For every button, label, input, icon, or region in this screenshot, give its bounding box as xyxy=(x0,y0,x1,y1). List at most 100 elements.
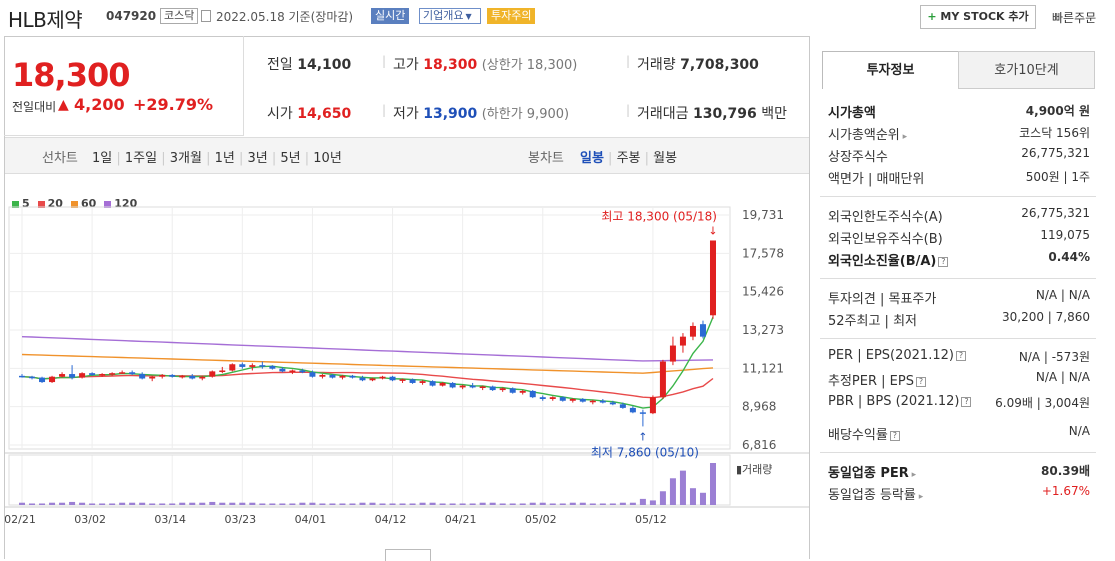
x-tick-label: 05/12 xyxy=(635,513,667,526)
company-overview-dropdown[interactable]: 기업개요 ▼ xyxy=(419,8,481,24)
volume-bar xyxy=(19,502,26,505)
add-mystock-button[interactable]: + MY STOCK 추가 xyxy=(920,5,1036,29)
candle-period-tab[interactable]: 월봉 xyxy=(653,151,678,166)
volume-bar xyxy=(159,503,166,505)
volume-bar xyxy=(599,503,606,505)
candle-body xyxy=(609,402,616,405)
candle-body xyxy=(209,371,216,377)
volume-bar xyxy=(59,502,66,505)
volume-bar xyxy=(399,503,406,505)
candle-body xyxy=(229,364,236,371)
volume-bar xyxy=(279,503,286,505)
y-tick-label: 6,816 xyxy=(742,438,776,452)
candle-body xyxy=(429,381,436,386)
volume-bar xyxy=(609,503,616,505)
candle-period-tab[interactable]: 일봉 xyxy=(580,151,604,166)
volume-bar xyxy=(169,503,176,505)
candle-body xyxy=(549,397,556,399)
high-price: 고가 18,300 (상한가 18,300) xyxy=(393,57,578,73)
volume-bar xyxy=(709,463,716,505)
volume-bar xyxy=(549,503,556,505)
tab-quote-10[interactable]: 호가10단계 xyxy=(958,51,1095,89)
candle-body xyxy=(399,379,406,381)
period-tab[interactable]: 3개월 xyxy=(169,151,202,166)
tab-investment-info[interactable]: 투자정보 xyxy=(822,51,959,89)
volume-bar xyxy=(569,502,576,505)
period-tab[interactable]: 1주일 xyxy=(124,151,158,166)
low-annotation: 최저 7,860 (05/10) xyxy=(591,445,699,459)
chevron-down-icon: ▼ xyxy=(465,12,472,21)
candle-body xyxy=(189,375,196,379)
warning-tag: 투자주의 xyxy=(487,8,536,24)
volume-bar xyxy=(559,503,566,505)
period-tab[interactable]: 5년 xyxy=(280,151,301,166)
volume-bar xyxy=(189,502,196,505)
candle-body xyxy=(49,376,56,383)
candle-period-tab[interactable]: 주봉 xyxy=(616,151,641,166)
up-arrow-icon: ↑ xyxy=(638,430,647,443)
change-label: 전일대비 xyxy=(12,100,57,114)
arrow-icon: ▸ xyxy=(915,492,924,502)
open-price: 시가 14,650 xyxy=(267,106,352,122)
info-row: 외국인한도주식수(A) 26,775,321 xyxy=(828,206,1090,225)
volume-bar xyxy=(389,503,396,505)
volume-bar xyxy=(299,502,306,505)
volume-bar xyxy=(229,502,236,505)
period-tab[interactable]: 1일 xyxy=(92,151,113,166)
low-price: 저가 13,900 (하한가 9,900) xyxy=(393,106,570,122)
candle-body xyxy=(239,364,246,367)
volume-bar xyxy=(539,502,546,505)
help-icon[interactable]: ? xyxy=(961,396,972,407)
candle-body xyxy=(259,365,266,367)
help-icon[interactable]: ? xyxy=(955,350,966,361)
candle-body xyxy=(689,325,696,337)
period-tab[interactable]: 3년 xyxy=(247,151,268,166)
ma60-line xyxy=(21,353,714,374)
volume-bar xyxy=(149,503,156,505)
ma120-line xyxy=(21,336,714,362)
candle-chart-label[interactable]: 봉차트 xyxy=(528,151,564,166)
candle-body xyxy=(19,375,26,378)
candle-body xyxy=(389,376,396,381)
volume-bar xyxy=(479,502,486,505)
arrow-icon: ▸ xyxy=(899,132,908,142)
scroll-tab[interactable] xyxy=(385,549,431,561)
volume-bar xyxy=(319,503,326,505)
volume-bar xyxy=(509,503,516,505)
volume-bar xyxy=(329,503,336,505)
candle-body xyxy=(319,374,326,377)
help-icon[interactable]: ? xyxy=(915,376,926,387)
x-tick-label: 03/14 xyxy=(154,513,186,526)
candle-body xyxy=(119,372,126,374)
volume-bar xyxy=(409,503,416,505)
volume-bar xyxy=(469,503,476,505)
candle-body xyxy=(449,382,456,388)
y-tick-label: 17,578 xyxy=(742,246,784,260)
volume-label: ▮거래량 xyxy=(736,463,772,476)
period-tab[interactable]: 1년 xyxy=(214,151,235,166)
help-icon[interactable]: ? xyxy=(938,256,949,267)
candle-body xyxy=(279,368,286,372)
prev-close: 전일 14,100 xyxy=(267,57,352,73)
candle-body xyxy=(499,388,506,391)
arrow-icon: ▸ xyxy=(908,470,917,480)
candle-body xyxy=(289,370,296,372)
price-chart[interactable]: 02/21 03/02 03/14 03/23 04/01 04/12 04/21 05/02… xyxy=(5,205,809,550)
candle-body xyxy=(589,400,596,403)
x-tick-label: 05/02 xyxy=(525,513,557,526)
x-tick-label: 02/21 xyxy=(5,513,36,526)
help-icon[interactable]: ? xyxy=(889,430,900,441)
x-tick-label: 04/12 xyxy=(375,513,407,526)
volume-bar xyxy=(689,488,696,505)
candle-body xyxy=(659,361,666,398)
volume-bar xyxy=(419,502,426,505)
quick-order-link[interactable]: 빠른주문 xyxy=(1052,11,1097,25)
volume-bar xyxy=(669,478,676,505)
line-chart-label[interactable]: 선차트 xyxy=(42,151,78,166)
candle-body xyxy=(419,381,426,383)
period-tab[interactable]: 10년 xyxy=(313,151,342,166)
realtime-tag[interactable]: 실시간 xyxy=(371,8,410,24)
candle-body xyxy=(139,374,146,379)
volume-bar xyxy=(109,503,116,505)
info-row: 액면가 | 매매단위 500원 | 1주 xyxy=(828,170,1090,187)
